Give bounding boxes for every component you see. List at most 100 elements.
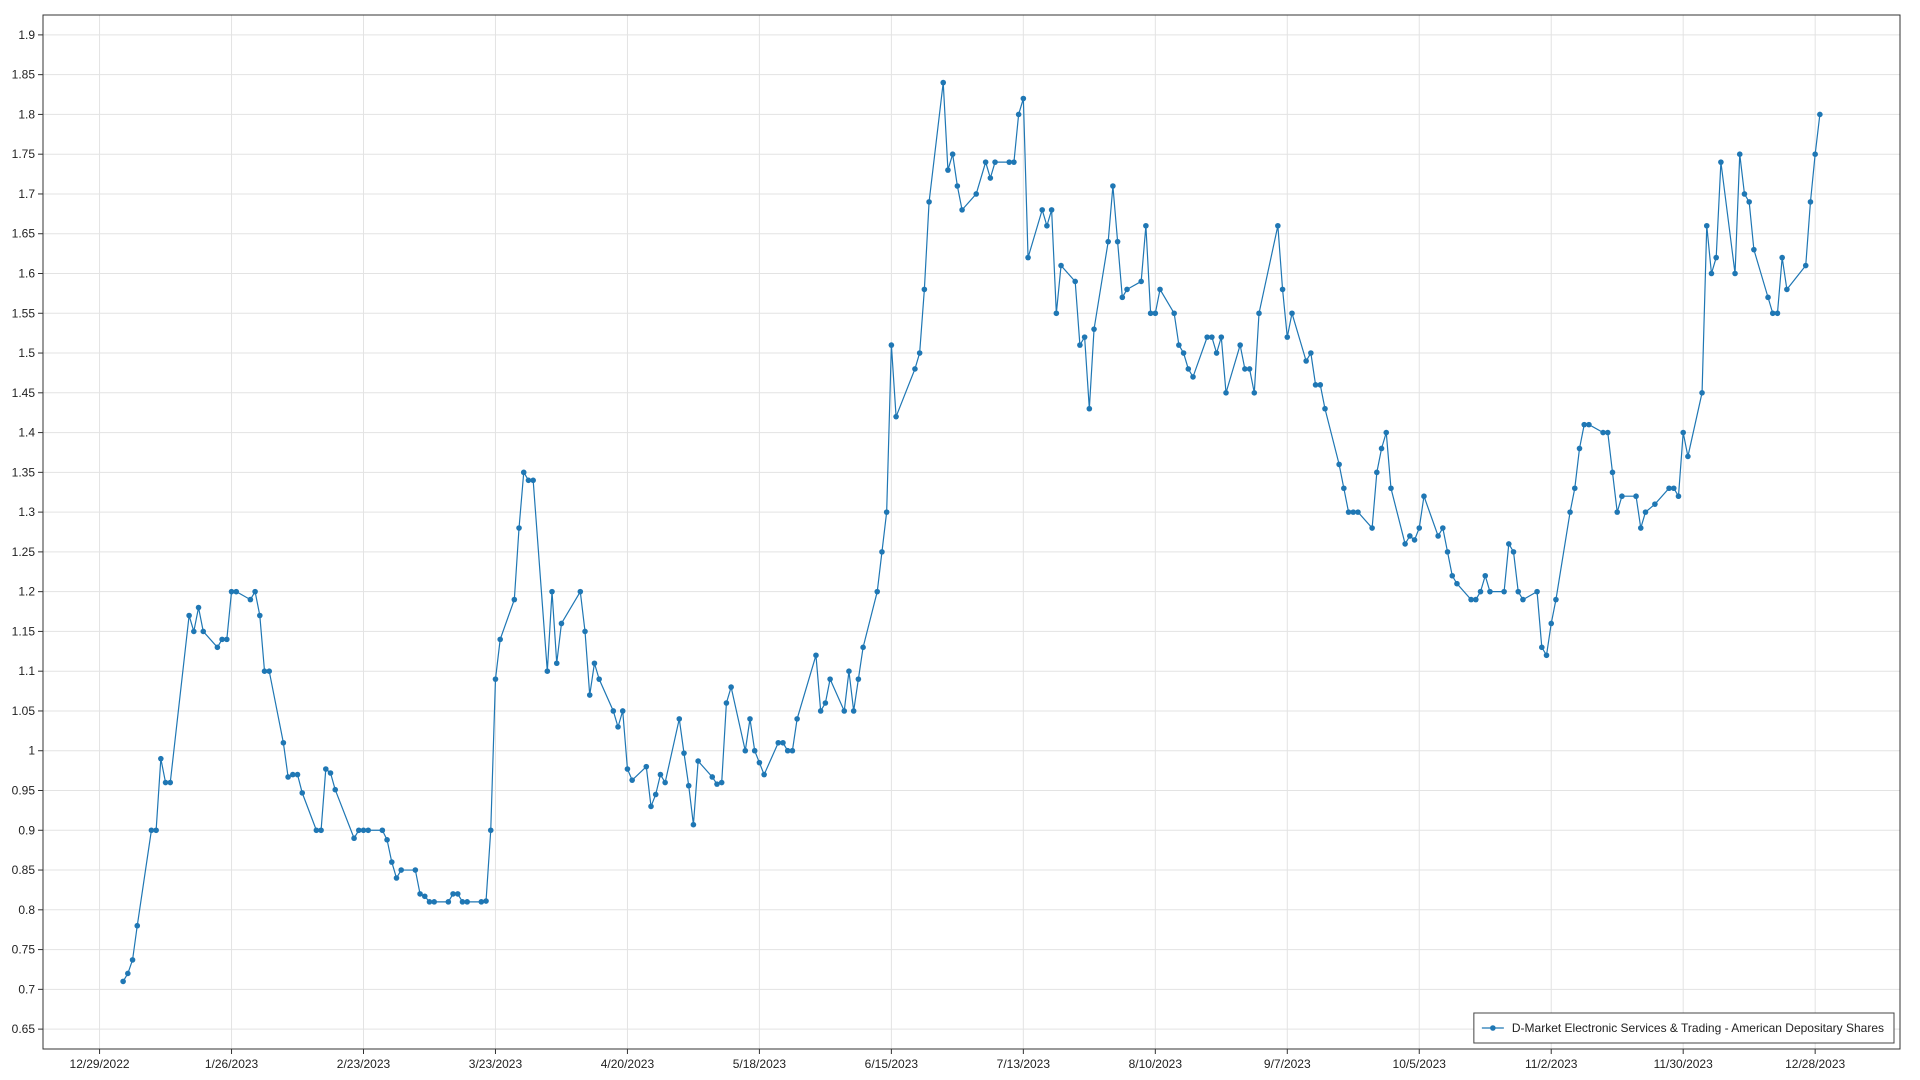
data-point	[299, 790, 306, 796]
data-point	[1204, 334, 1210, 340]
data-point	[1468, 596, 1474, 603]
data-point	[1769, 310, 1776, 317]
data-point	[728, 684, 734, 690]
y-tick-label: 0.85	[12, 863, 36, 877]
data-point	[747, 716, 753, 722]
data-point	[1147, 310, 1154, 317]
data-point	[450, 891, 456, 897]
data-point	[384, 837, 390, 843]
data-point	[1444, 549, 1451, 555]
data-point	[1713, 254, 1719, 261]
data-point	[1256, 310, 1262, 317]
data-point	[591, 660, 598, 667]
data-point	[1449, 572, 1456, 579]
data-point	[511, 596, 518, 603]
data-point	[520, 469, 527, 476]
data-point	[1317, 382, 1324, 388]
x-tick-label: 7/13/2023	[997, 1057, 1051, 1071]
data-point	[1251, 390, 1258, 396]
data-point	[615, 724, 621, 730]
data-point	[1600, 429, 1606, 436]
data-point	[1119, 294, 1126, 301]
data-point	[1487, 588, 1493, 595]
y-tick-label: 0.9	[18, 823, 35, 837]
data-point	[1039, 207, 1045, 213]
data-point	[322, 766, 329, 772]
data-point	[1091, 326, 1097, 332]
x-tick-label: 1/26/2023	[205, 1057, 259, 1071]
data-point	[530, 477, 536, 484]
data-point	[1025, 254, 1031, 261]
data-point	[252, 588, 258, 595]
y-tick-label: 1.7	[18, 187, 35, 201]
data-point	[464, 899, 470, 905]
y-tick-label: 1.8	[18, 107, 35, 121]
data-point	[1746, 199, 1752, 205]
data-point	[1312, 382, 1319, 388]
data-point	[1708, 270, 1715, 277]
data-point	[1180, 350, 1187, 356]
data-point	[1515, 588, 1522, 595]
data-point	[1576, 445, 1583, 452]
data-point	[1341, 485, 1347, 492]
data-point	[695, 758, 701, 764]
data-point	[879, 549, 885, 555]
data-point	[1223, 390, 1229, 396]
data-point	[332, 786, 339, 793]
data-point	[1378, 445, 1385, 452]
data-point	[1275, 222, 1281, 229]
data-point	[558, 620, 565, 627]
data-point	[987, 175, 994, 181]
legend-label: D-Market Electronic Services & Trading -…	[1512, 1021, 1884, 1035]
data-point	[1567, 509, 1573, 515]
data-point	[351, 835, 357, 842]
data-point	[676, 716, 683, 722]
data-point	[247, 596, 254, 603]
data-point	[1152, 310, 1159, 317]
plot-background	[43, 15, 1900, 1049]
data-point	[1543, 652, 1550, 659]
data-point	[191, 628, 197, 635]
data-point	[1473, 596, 1479, 603]
data-point	[1506, 541, 1512, 547]
data-point	[916, 350, 923, 356]
data-point	[1416, 525, 1423, 531]
y-tick-label: 1	[28, 744, 35, 758]
data-point	[445, 899, 452, 905]
data-point	[379, 827, 386, 834]
data-point	[1411, 537, 1418, 543]
data-point	[780, 739, 786, 746]
data-point	[516, 525, 522, 531]
data-point	[1817, 111, 1823, 118]
y-tick-label: 0.75	[12, 943, 36, 957]
legend-box	[1473, 1012, 1895, 1044]
data-point	[921, 286, 928, 293]
data-point	[681, 750, 687, 756]
data-point	[167, 779, 174, 786]
data-point	[973, 191, 980, 197]
data-point	[982, 159, 989, 165]
x-tick-label: 9/7/2023	[1264, 1057, 1311, 1071]
data-point	[1633, 493, 1639, 500]
data-point	[1538, 644, 1545, 651]
data-point	[1802, 262, 1809, 269]
data-point	[1048, 207, 1055, 213]
data-point	[1614, 509, 1621, 515]
data-point	[662, 779, 668, 786]
data-point	[577, 588, 584, 595]
data-point	[1124, 286, 1130, 293]
data-point	[1807, 199, 1814, 205]
data-point	[553, 660, 560, 667]
data-point	[1680, 429, 1686, 436]
data-point	[1751, 246, 1757, 253]
data-point	[850, 708, 857, 714]
data-point	[893, 413, 899, 420]
data-point	[1176, 342, 1182, 348]
data-point	[846, 668, 852, 674]
data-point	[1072, 278, 1078, 285]
data-point	[1279, 286, 1286, 293]
data-point	[454, 891, 461, 897]
data-point	[1407, 533, 1413, 539]
data-point	[789, 747, 796, 754]
